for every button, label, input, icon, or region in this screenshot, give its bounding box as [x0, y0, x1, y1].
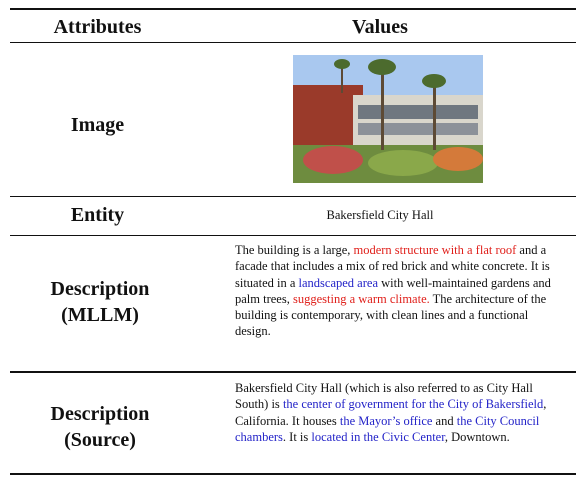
highlight-text: modern structure with a flat roof: [353, 243, 517, 257]
highlight-text: located in the Civic Center: [311, 429, 445, 444]
top-rule: [10, 8, 576, 10]
highlight-text: suggesting a warm climate.: [292, 291, 430, 306]
attribute-cell: Description (Source): [50, 403, 150, 451]
value-cell: The building is a large, modern structur…: [235, 242, 565, 340]
text: , California. It houses: [235, 397, 547, 428]
text: with well-maintained gardens and palm tr…: [235, 275, 551, 306]
text: The building is a large,: [235, 243, 354, 257]
attribute-cell: Image: [70, 114, 125, 136]
attribute-cell: Entity: [70, 204, 125, 226]
rule: [10, 42, 576, 43]
attribute-cell: Description (MLLM): [50, 278, 150, 326]
rule: [10, 196, 576, 197]
rule: [10, 235, 576, 236]
header-cell: Attributes: [53, 16, 142, 38]
text: . It is: [282, 429, 312, 444]
text: , Downtown.: [444, 429, 510, 444]
bottom-rule: [10, 473, 576, 475]
highlight-text: the Mayor’s office: [339, 413, 433, 428]
rule: [10, 371, 576, 373]
value-cell: Bakersfield City Hall: [326, 208, 434, 222]
highlight-text: the City Council chambers: [235, 413, 540, 444]
highlight-text: landscaped area: [298, 275, 378, 290]
header-cell: Values: [352, 16, 408, 38]
highlight-text: the center of government for the City of…: [282, 397, 544, 412]
text: and: [432, 413, 457, 428]
text: The architecture of the building is cont…: [235, 291, 547, 339]
photo: [293, 55, 483, 183]
text: Bakersfield City Hall (which is also ref…: [235, 381, 533, 412]
text: and a facade that includes a mix of red …: [235, 243, 550, 290]
value-cell: Bakersfield City Hall (which is also ref…: [235, 380, 565, 445]
